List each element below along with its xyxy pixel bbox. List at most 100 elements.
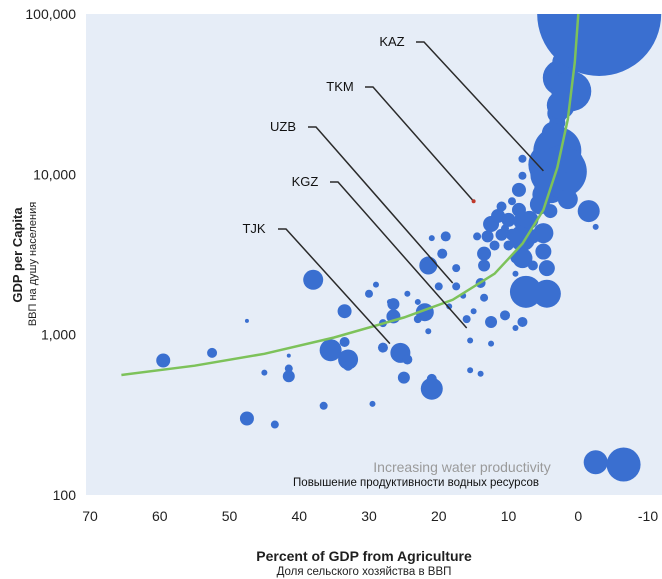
country-bubble	[592, 223, 599, 230]
country-bubble	[473, 232, 482, 241]
tkm-marker	[471, 199, 476, 204]
x-tick-label: 70	[82, 508, 98, 524]
x-tick-label: 20	[431, 508, 447, 524]
country-bubble	[372, 281, 379, 288]
country-bubble	[338, 349, 359, 370]
country-bubble	[527, 260, 538, 271]
country-bubble	[365, 289, 373, 298]
country-bubble	[270, 420, 279, 429]
country-bubble	[501, 212, 516, 227]
country-bubble	[377, 342, 388, 353]
country-bubble	[481, 230, 494, 243]
country-bubble	[518, 171, 527, 180]
country-bubble	[477, 370, 484, 377]
y-tick-label: 100	[53, 487, 77, 503]
y-tick-label: 100,000	[25, 6, 76, 22]
country-bubble	[343, 360, 354, 371]
country-bubble	[207, 347, 218, 358]
country-bubble	[303, 269, 324, 290]
country-bubble	[512, 270, 519, 277]
country-bubble	[535, 243, 552, 260]
country-bubble	[511, 182, 526, 197]
country-label-tjk: TJK	[242, 221, 265, 236]
country-bubble	[284, 364, 293, 373]
y-axis-title-ru: ВВП на душу населения	[27, 202, 39, 326]
x-axis-title: Percent of GDP from Agriculture	[256, 548, 472, 564]
leader-lines	[278, 41, 544, 345]
country-bubble	[286, 353, 291, 358]
country-bubble	[282, 370, 295, 383]
country-bubble	[470, 308, 477, 315]
y-axis-title: GDP per Capita	[10, 207, 25, 303]
y-tick-labels: 100 1,000 10,000 100,000	[25, 6, 76, 503]
country-bubble	[404, 290, 411, 297]
country-bubble	[477, 246, 492, 261]
leader-line-kaz	[416, 41, 544, 172]
annotation-en: Increasing water productivity	[373, 459, 550, 475]
country-bubble	[426, 373, 437, 384]
country-labels: KAZ TKM UZB KGZ TJK	[242, 34, 404, 236]
country-bubble	[387, 298, 400, 311]
x-tick-labels: 70 60 50 40 30 20 10 0 -10	[82, 508, 658, 524]
country-label-tkm: TKM	[326, 79, 353, 94]
leader-line-uzb	[308, 126, 454, 284]
country-bubble	[462, 315, 471, 324]
country-bubble	[414, 298, 421, 305]
y-tick-label: 10,000	[33, 166, 76, 182]
x-tick-label: 10	[501, 508, 517, 524]
country-label-uzb: UZB	[270, 119, 296, 134]
country-bubble	[244, 318, 249, 323]
x-tick-label: -10	[638, 508, 658, 524]
country-bubble	[507, 197, 516, 206]
country-bubble	[478, 259, 491, 272]
country-bubble	[156, 353, 171, 368]
country-bubble	[520, 210, 539, 229]
country-bubble	[496, 201, 507, 212]
country-bubble	[319, 339, 342, 362]
x-tick-label: 50	[222, 508, 238, 524]
country-label-kaz: KAZ	[379, 34, 404, 49]
country-bubble	[512, 325, 519, 332]
trend-line	[121, 14, 580, 377]
country-bubble	[397, 371, 410, 384]
country-bubble	[319, 401, 328, 410]
country-bubble	[485, 315, 498, 328]
country-bubble	[557, 189, 578, 210]
x-axis-title-ru: Доля сельского хозяйства в ВВП	[277, 566, 452, 578]
country-bubble	[239, 411, 254, 426]
country-bubble	[437, 248, 448, 259]
leader-line-tkm	[365, 86, 475, 202]
country-bubble	[452, 282, 461, 291]
country-bubble	[428, 235, 435, 242]
country-bubble	[440, 231, 451, 242]
country-bubble	[537, 14, 662, 76]
country-bubble	[509, 275, 542, 308]
country-bubble	[337, 304, 352, 319]
country-bubble	[583, 450, 608, 475]
country-bubble	[577, 200, 600, 223]
country-bubble	[339, 337, 350, 348]
country-bubble	[500, 310, 511, 321]
country-bubble	[533, 223, 554, 244]
country-bubble	[543, 204, 558, 219]
country-bubble	[538, 260, 555, 277]
country-label-kgz: KGZ	[292, 174, 319, 189]
country-bubble	[452, 264, 461, 273]
x-tick-label: 40	[291, 508, 307, 524]
country-bubble	[402, 354, 413, 365]
country-bubble	[518, 154, 527, 163]
country-bubble	[419, 256, 438, 275]
country-bubble	[369, 400, 376, 407]
x-tick-label: 30	[361, 508, 377, 524]
country-bubble	[517, 316, 528, 327]
country-bubble	[559, 149, 584, 174]
country-bubble	[488, 340, 495, 347]
country-bubble	[489, 240, 500, 251]
country-bubble	[467, 337, 474, 344]
country-bubble	[425, 328, 432, 335]
country-bubble	[532, 279, 561, 308]
leader-line-tjk	[278, 228, 391, 345]
leader-line-kgz	[330, 181, 468, 329]
x-tick-label: 0	[574, 508, 582, 524]
